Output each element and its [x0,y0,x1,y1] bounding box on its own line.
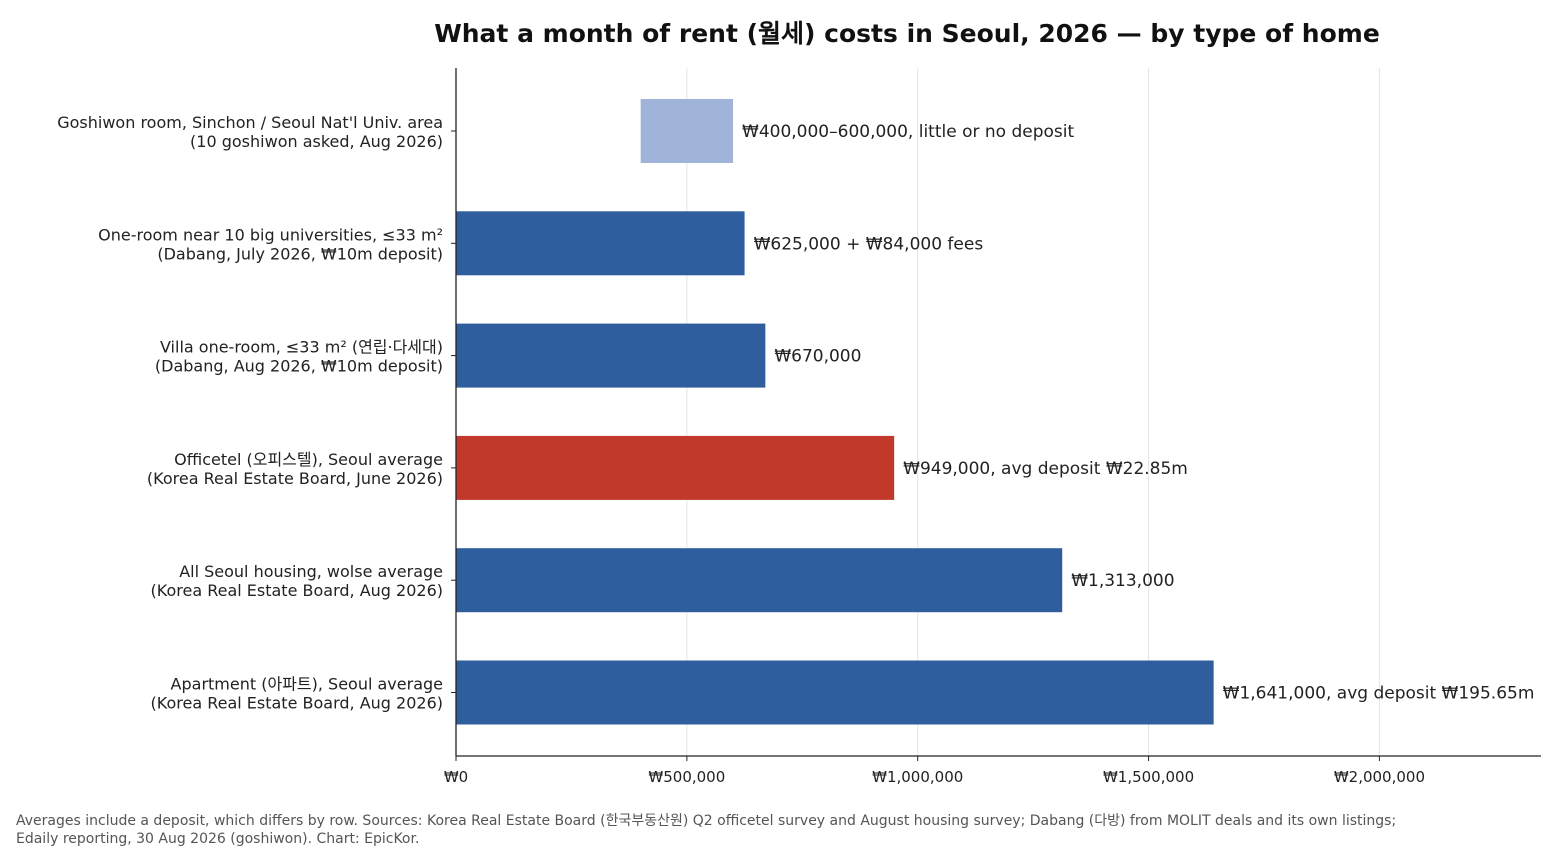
category-label-2-line-2: (Dabang, Aug 2026, ₩10m deposit) [155,357,443,376]
value-label-5: ₩1,641,000, avg deposit ₩195.65m [1223,684,1535,704]
value-label-3: ₩949,000, avg deposit ₩22.85m [903,459,1188,479]
category-label-3-line-2: (Korea Real Estate Board, June 2026) [147,469,443,488]
footnote-line-1: Averages include a deposit, which differ… [16,813,1397,829]
bars [456,99,1214,725]
category-label-5-line-2: (Korea Real Estate Board, Aug 2026) [151,694,443,713]
value-label-0: ₩400,000–600,000, little or no deposit [742,122,1074,142]
bar-5 [456,660,1214,725]
x-tick-label-3: ₩1,500,000 [1103,768,1194,786]
gridlines [686,68,1380,756]
bar-1 [456,211,745,276]
value-label-4: ₩1,313,000 [1071,571,1174,591]
x-tick-label-1: ₩500,000 [648,768,725,786]
category-label-5-line-1: Apartment (아파트), Seoul average [171,675,443,694]
category-label-0-line-1: Goshiwon room, Sinchon / Seoul Nat'l Uni… [57,113,443,132]
axes [451,68,1541,761]
x-tick-label-0: ₩0 [444,768,468,786]
bar-3 [456,435,895,500]
labels: ₩0 ₩500,000 ₩1,000,000 ₩1,500,000 ₩2,000,000… [57,113,1534,786]
x-tick-label-4: ₩2,000,000 [1334,768,1425,786]
category-label-1-line-2: (Dabang, July 2026, ₩10m deposit) [157,244,443,263]
category-label-2-line-1: Villa one-room, ≤33 m² (연립·다세대) [160,338,443,357]
category-label-1-line-1: One-room near 10 big universities, ≤33 m… [98,225,443,244]
bar-2 [456,323,766,388]
category-label-4-line-2: (Korea Real Estate Board, Aug 2026) [151,581,443,600]
category-label-0-line-2: (10 goshiwon asked, Aug 2026) [190,132,443,151]
value-label-1: ₩625,000 + ₩84,000 fees [754,234,984,254]
bar-4 [456,548,1063,613]
bar-0 [640,99,734,163]
category-label-4-line-1: All Seoul housing, wolse average [179,562,443,581]
chart-title: What a month of rent (월세) costs in Seoul… [434,19,1380,48]
x-tick-label-2: ₩1,000,000 [872,768,963,786]
value-label-2: ₩670,000 [774,347,861,367]
footnote-line-2: Edaily reporting, 30 Aug 2026 (goshiwon)… [16,831,420,847]
category-label-3-line-1: Officetel (오피스텔), Seoul average [174,450,443,469]
chart-footnote: Averages include a deposit, which differ… [16,812,1536,848]
